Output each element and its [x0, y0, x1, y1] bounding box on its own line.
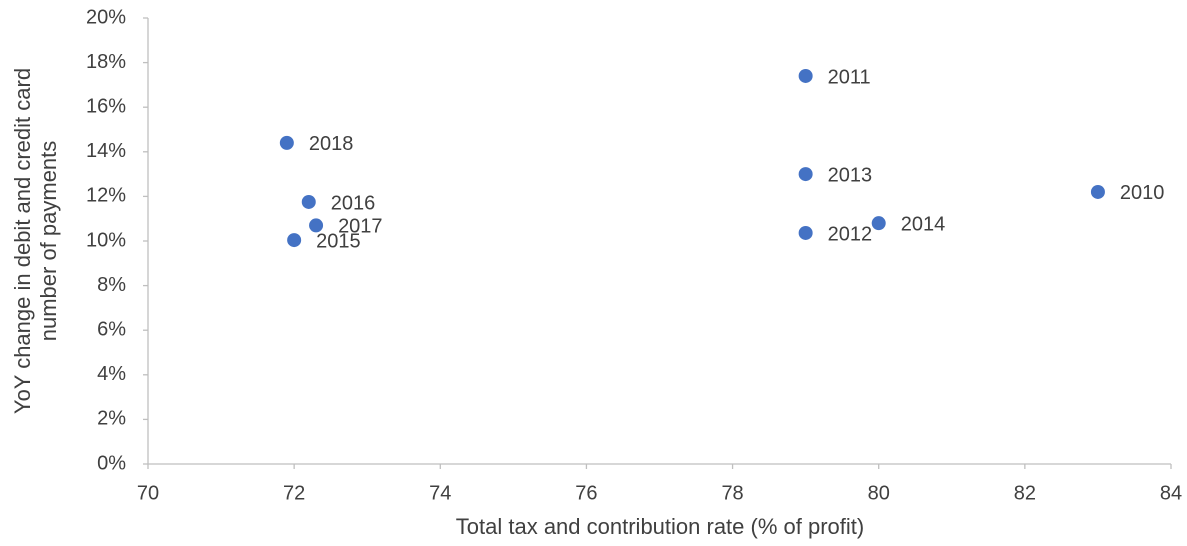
point: [301, 194, 316, 209]
point-label: 2015: [316, 230, 361, 252]
point: [798, 167, 813, 182]
point-label: 2018: [309, 133, 354, 155]
y-tick-label: 12%: [86, 185, 126, 207]
x-tick-label: 80: [868, 482, 890, 504]
x-tick-label: 82: [1014, 482, 1036, 504]
point-label: 2011: [828, 66, 871, 88]
point: [279, 135, 294, 150]
x-axis-title: Total tax and contribution rate (% of pr…: [456, 514, 864, 539]
x-tick-label: 84: [1160, 482, 1182, 504]
x-tick-label: 78: [721, 482, 743, 504]
x-tick-label: 72: [283, 482, 305, 504]
point-label: 2010: [1120, 182, 1165, 204]
y-tick-label: 10%: [86, 229, 126, 251]
x-tick-label: 76: [575, 482, 597, 504]
x-tick-label: 70: [137, 482, 159, 504]
point: [798, 68, 813, 83]
y-tick-label: 8%: [97, 274, 126, 296]
point: [309, 218, 324, 233]
y-axis-title: YoY change in debit and credit card numb…: [10, 68, 61, 414]
point: [287, 233, 302, 248]
point-label: 2013: [828, 164, 873, 186]
y-tick-label: 6%: [97, 318, 126, 340]
y-tick-label: 20%: [86, 6, 126, 28]
y-tick-label: 18%: [86, 51, 126, 73]
point-label: 2014: [901, 213, 946, 235]
y-axis-title-line: number of payments: [36, 141, 61, 342]
y-tick-label: 2%: [97, 408, 126, 430]
point-label: 2017: [338, 216, 383, 238]
y-axis-title-line: YoY change in debit and credit card: [10, 68, 35, 414]
y-tick-label: 4%: [97, 363, 126, 385]
point-label: 2016: [331, 192, 376, 214]
y-tick-label: 16%: [86, 95, 126, 117]
point: [798, 225, 813, 240]
x-tick-label: 74: [429, 482, 451, 504]
point: [1090, 184, 1105, 199]
point-label: 2012: [828, 223, 873, 245]
y-tick-label: 0%: [97, 452, 126, 474]
y-tick-label: 14%: [86, 140, 126, 162]
point: [871, 216, 886, 231]
